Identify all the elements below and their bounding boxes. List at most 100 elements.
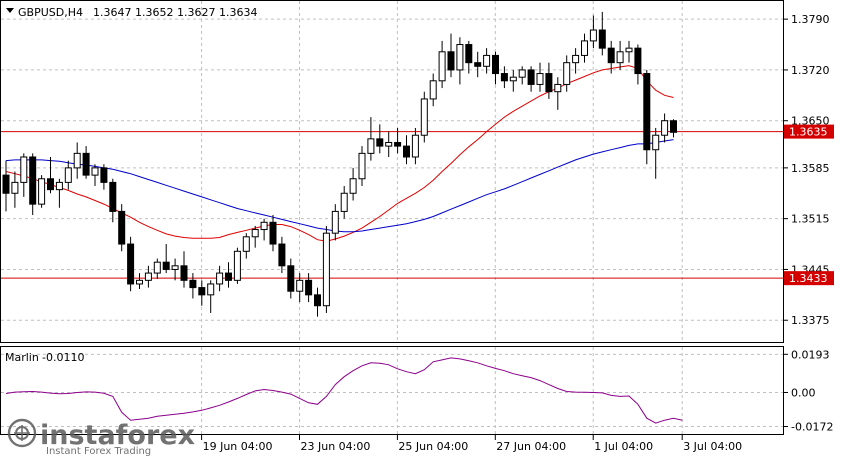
candle-body [11, 181, 19, 194]
candle-body [242, 236, 250, 252]
candle-body [91, 167, 99, 176]
candle-body [136, 279, 143, 285]
candle-body [296, 279, 304, 292]
instaforex-logo-icon [7, 418, 37, 448]
moving-average-line [5, 65, 674, 242]
candle-body [581, 40, 588, 56]
candle-body [563, 62, 571, 85]
candle-body [322, 232, 330, 307]
candle-body [20, 156, 28, 183]
candle-body [527, 69, 535, 85]
candle-body [483, 54, 491, 67]
candle-body [2, 174, 10, 194]
oscillator-line [5, 357, 683, 424]
candle-body [625, 47, 633, 53]
candle-body [652, 134, 660, 151]
candle-body [305, 279, 313, 296]
indicator-tick-label: -0.0172 [791, 420, 833, 433]
candle-body [518, 69, 526, 78]
date-tick-label: 3 Jul 04:00 [683, 440, 742, 453]
candle-body [38, 178, 46, 205]
candle-body [376, 138, 384, 147]
candle-body [233, 250, 241, 281]
candle-body [207, 283, 215, 296]
date-tick-label: 23 Jun 04:00 [301, 440, 371, 453]
level-label-box [784, 271, 834, 286]
candle-body [260, 221, 268, 231]
date-tick-label: 25 Jun 04:00 [398, 440, 468, 453]
candles [2, 11, 677, 317]
candle-body [358, 152, 366, 180]
price-tick-label: 1.3585 [791, 162, 830, 175]
candle-body [536, 73, 544, 85]
candle-body [162, 261, 170, 270]
candle-body [331, 210, 339, 234]
candle-body [634, 47, 642, 75]
candle-body [349, 178, 357, 194]
watermark-brand: instaforex [40, 420, 195, 451]
moving-averages [5, 65, 674, 242]
indicator-value: -0.0110 [42, 351, 84, 364]
symbol-label: GBPUSD,H4 [18, 6, 83, 19]
candle-body [607, 47, 615, 64]
candle-body [118, 210, 126, 245]
price-grid [1, 18, 783, 321]
date-axis: 19 Jun 04:00 23 Jun 04:00 25 Jun 04:00 27 J… [201, 435, 742, 453]
level-label: 1.3635 [789, 126, 828, 139]
candle-body [456, 44, 464, 71]
watermark: instaforex Instant Forex Trading [7, 418, 195, 457]
collapse-triangle-icon[interactable] [6, 8, 14, 13]
candle-body [509, 76, 517, 82]
candle-body [429, 80, 437, 100]
oscillator-polyline [5, 357, 683, 424]
candle-body [47, 178, 54, 191]
candle-body [572, 54, 580, 64]
candle-body [492, 54, 499, 75]
candle-body [500, 73, 508, 82]
level-label: 1.3433 [789, 272, 828, 285]
price-panel[interactable] [0, 0, 784, 343]
candle-body [64, 167, 72, 183]
level-label-box [784, 124, 834, 139]
candle-body [189, 279, 197, 289]
candle-body [598, 29, 606, 49]
candle-body [73, 152, 81, 169]
candle-body [465, 44, 473, 64]
candle-body [340, 192, 348, 212]
price-tick-label: 1.3515 [791, 213, 830, 226]
indicator-tick-label: 0.00 [791, 386, 816, 399]
candle-body [198, 287, 206, 296]
date-tick-label: 1 Jul 04:00 [594, 440, 653, 453]
candle-body [287, 265, 295, 292]
candle-body [55, 181, 63, 191]
candle-body [420, 98, 428, 136]
candle-body [100, 167, 108, 183]
date-tick-label: 19 Jun 04:00 [203, 440, 273, 453]
candle-body [180, 265, 188, 281]
indicator-grid [1, 353, 783, 427]
candle-body [367, 138, 375, 154]
candle-body [438, 51, 446, 82]
candle-body [278, 243, 286, 267]
indicator-axis: 0.0193 0.00 -0.0172 [783, 348, 833, 433]
candle-body [29, 156, 37, 205]
level-labels: 1.3635 1.3433 [784, 124, 834, 286]
candle-body [171, 265, 179, 270]
candle-body [269, 221, 277, 245]
candle-body [411, 134, 419, 158]
price-tick-label: 1.3720 [791, 64, 830, 77]
candle-body [153, 261, 161, 274]
candle-body [385, 141, 393, 147]
candle-body [545, 73, 553, 93]
indicator-name: Marlin [5, 351, 39, 364]
watermark-tagline: Instant Forex Trading [46, 446, 151, 457]
candle-body [144, 272, 152, 281]
candle-body [216, 272, 224, 285]
candle-body [447, 51, 455, 71]
moving-average-line [5, 139, 674, 233]
candle-body [616, 51, 624, 64]
candle-body [251, 229, 259, 238]
ohlc-values: 1.3647 1.3652 1.3627 1.3634 [93, 6, 257, 19]
candle-body [225, 272, 232, 281]
candle-body [554, 83, 562, 93]
